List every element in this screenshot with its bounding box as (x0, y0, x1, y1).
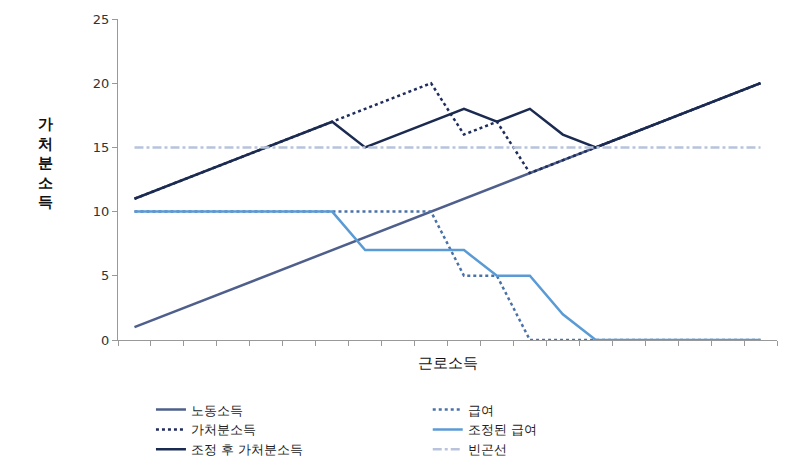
svg-text:25: 25 (93, 12, 110, 27)
svg-text:급여: 급여 (468, 403, 494, 418)
svg-text:조정 후 가처분소득: 조정 후 가처분소득 (191, 442, 303, 457)
svg-text:빈곤선: 빈곤선 (468, 442, 507, 457)
svg-text:15: 15 (93, 140, 110, 155)
svg-text:10: 10 (93, 204, 110, 219)
svg-text:0: 0 (101, 333, 109, 348)
svg-text:가처분소득: 가처분소득 (38, 115, 53, 211)
svg-text:근로소득: 근로소득 (418, 354, 478, 372)
svg-text:5: 5 (101, 268, 109, 283)
svg-text:조정된 급여: 조정된 급여 (468, 422, 537, 437)
svg-text:가처분소득: 가처분소득 (191, 422, 256, 437)
svg-text:20: 20 (93, 76, 110, 91)
svg-text:노동소득: 노동소득 (191, 403, 243, 418)
